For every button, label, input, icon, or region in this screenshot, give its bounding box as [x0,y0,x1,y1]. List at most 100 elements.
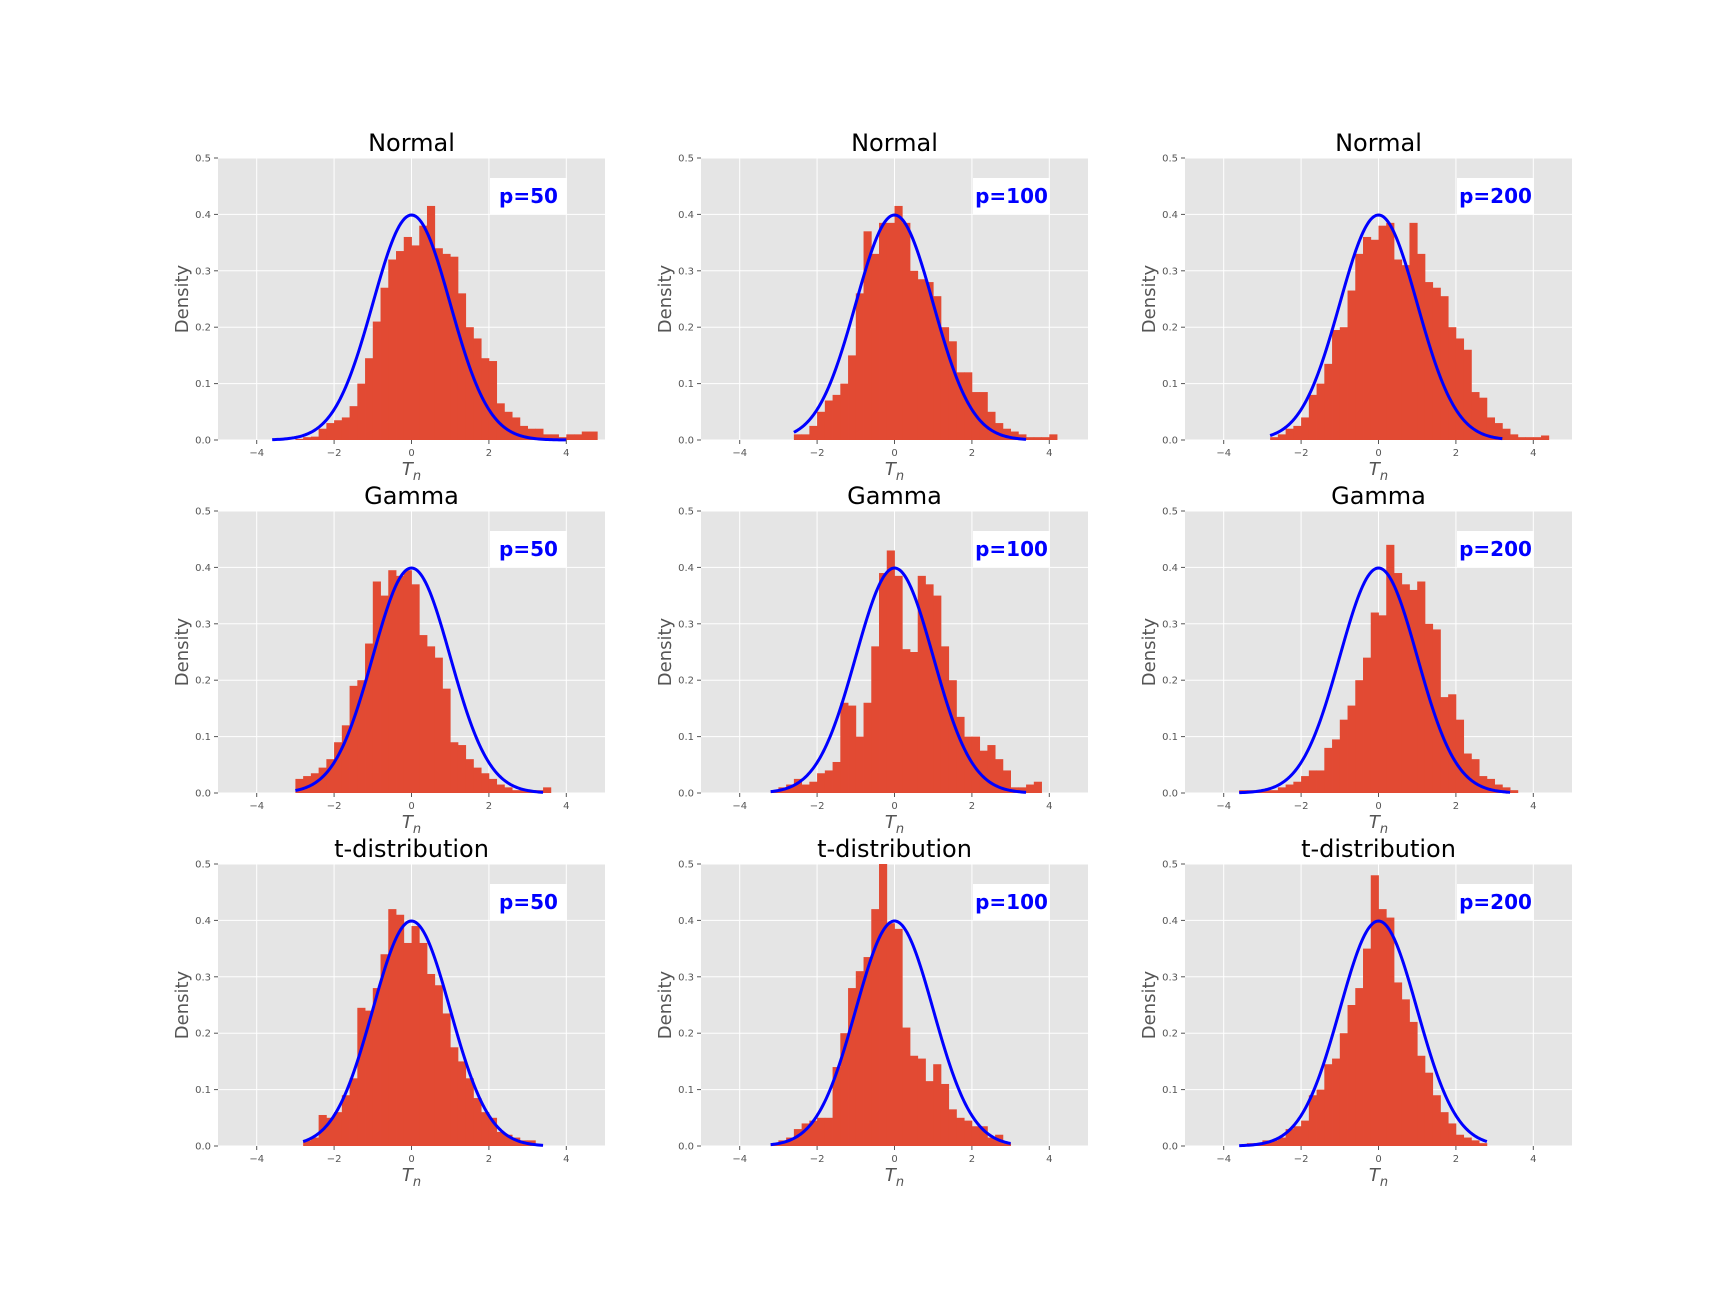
histogram-bar [403,942,412,1146]
histogram-bar [925,282,934,440]
y-axis-label: Density [1139,617,1160,686]
y-tick-label: 0.4 [678,916,694,927]
histogram-bar [1370,875,1379,1146]
x-tick-label: 4 [1530,448,1536,459]
histogram-bar [840,1033,849,1146]
x-axis-label-subscript: n [1380,1175,1388,1190]
histogram-bar [372,321,381,440]
y-tick-label: 0.3 [195,266,211,277]
histogram-bar [334,742,343,793]
histogram-bar [940,327,950,440]
histogram-bar [465,1078,474,1146]
histogram-bar [1339,327,1348,440]
histogram-bar [396,251,405,440]
histogram-bar [801,784,810,793]
histogram-bar [1332,330,1341,440]
y-tick-label: 0.2 [195,323,211,334]
histogram-bar [871,909,880,1146]
y-axis-label: Density [172,970,193,1039]
y-tick-label: 0.2 [678,323,694,334]
subplot-8: −4 −2 0 2 4 0.0 0.1 0.2 0.3 0.4 0.5 t-distribution D… [655,835,1088,1190]
histogram-bar [357,1007,366,1146]
histogram-bar [365,358,374,440]
histogram-bar [1409,222,1418,440]
x-axis-label: Tn [1369,459,1388,484]
panel-title: t-distribution [334,835,489,863]
x-tick-label: −2 [1294,801,1309,812]
histogram-bar [295,438,304,440]
annotation-box [973,531,1050,567]
x-axis-label-main: T [885,812,898,833]
y-tick-label: 0.0 [1162,789,1178,800]
histogram-bar [1510,434,1519,440]
histogram-bar [1363,948,1372,1146]
histogram-bar [1002,428,1011,440]
histogram-bar [971,736,981,793]
y-tick-label: 0.0 [678,436,694,447]
histogram-bar [1525,437,1534,440]
histogram-bar [832,394,841,440]
histogram-bar [326,1117,335,1146]
histogram-bar [987,1137,996,1146]
y-tick-label: 0.0 [1162,436,1178,447]
histogram-bar [1471,392,1480,440]
histogram-bar [956,1117,965,1146]
x-tick-label: 0 [1375,448,1381,459]
x-tick-label: −4 [732,1154,747,1165]
histogram-bar [940,1083,950,1146]
x-axis-label: Tn [885,812,904,837]
x-tick-label: −4 [1216,801,1231,812]
x-tick-label: 0 [408,448,414,459]
x-tick-label: 2 [1453,1154,1459,1165]
histogram-bar [863,957,872,1146]
histogram-bar [326,759,335,793]
annotation-label: p=100 [975,890,1048,914]
histogram-bar [450,742,459,793]
histogram-bar [310,436,320,440]
x-tick-label: 4 [563,801,569,812]
histogram-bar [1270,437,1279,440]
histogram-bar [1018,434,1027,440]
y-tick-label: 0.5 [195,507,211,518]
x-tick-label: −4 [732,448,747,459]
x-tick-label: 4 [1530,1154,1536,1165]
histogram-bar [1270,790,1279,793]
histogram-bar [902,222,911,440]
x-tick-label: 0 [891,801,897,812]
histogram-bar [1277,434,1287,440]
histogram-bar [925,1081,934,1146]
histogram-bar [1363,657,1372,793]
histogram-bar [295,778,304,793]
histogram-bar [817,411,826,440]
histogram-bar [488,361,498,440]
histogram-bar [1424,282,1434,440]
histogram-bar [909,652,919,793]
histogram-bar [855,293,864,440]
histogram-bar [1424,1072,1434,1146]
histogram-bar [1308,770,1317,793]
histogram-bar [434,657,443,793]
x-axis-label-main: T [402,812,415,833]
annotation-box [1457,531,1534,567]
histogram-bar [380,954,389,1146]
histogram-bar [496,403,505,440]
histogram-bar [1448,1123,1457,1146]
x-tick-label: 2 [486,801,492,812]
x-axis-label-main: T [885,1165,898,1186]
x-tick-label: −2 [1294,448,1309,459]
histogram-bar [1332,739,1341,793]
histogram-bar [1285,428,1294,440]
histogram-bar [1308,394,1317,440]
y-tick-label: 0.1 [195,379,211,390]
histogram-bar [581,431,590,440]
histogram-bar [1440,296,1449,440]
histogram-bar [426,205,436,440]
x-axis-label-subscript: n [896,469,904,484]
histogram-bar [457,1061,467,1146]
histogram-bar [566,434,575,440]
x-tick-label: 4 [1046,1154,1052,1165]
y-tick-label: 0.5 [1162,154,1178,165]
histogram-bar [481,773,490,793]
panel-title: Normal [368,129,455,157]
histogram-bar [396,575,405,793]
